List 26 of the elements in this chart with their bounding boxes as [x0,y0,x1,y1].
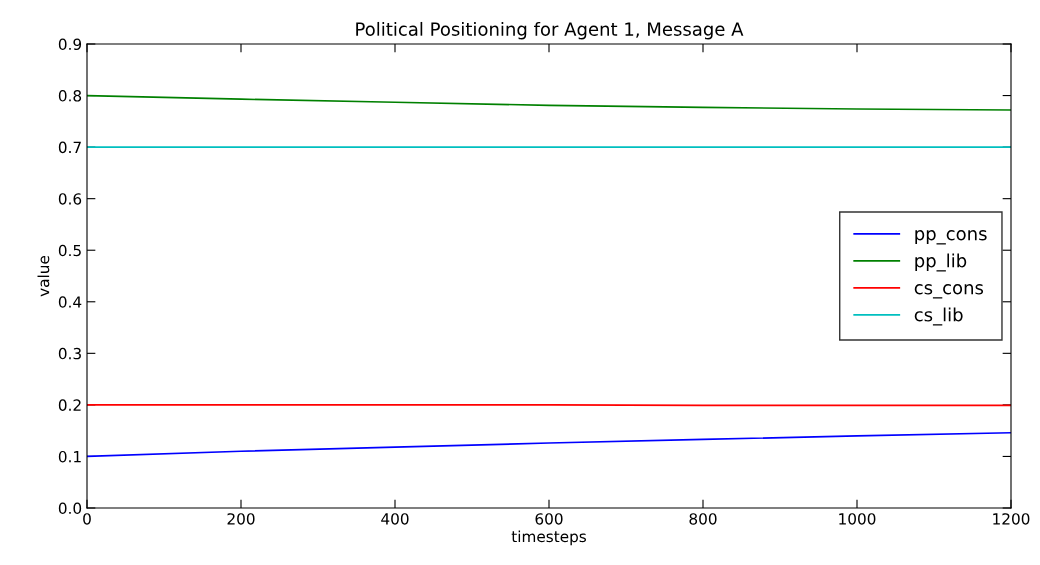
y-tick-label: 0.3 [58,347,81,360]
y-tick-label: 0.0 [58,502,82,515]
chart-title: Political Positioning for Agent 1, Message A [356,21,744,40]
x-tick-label: 600 [535,513,563,525]
x-tick-label: 0 [83,513,91,525]
x-tick-label: 1000 [839,513,876,525]
legend-label: cs_lib [914,307,963,326]
y-tick-label: 0.1 [58,450,81,463]
y-axis-title: value [37,255,50,297]
x-tick-label: 800 [689,513,717,525]
line-series [87,94,1011,111]
y-tick-label: 0.6 [58,193,82,205]
legend-label: cs_cons [914,284,984,299]
y-tick-label: 0.5 [58,244,81,257]
x-tick-label: 1200 [993,513,1030,525]
line-series [87,431,1011,458]
x-axis-title: timesteps [511,530,587,546]
y-tick-label: 0.8 [58,90,82,102]
y-tick-label: 0.9 [58,38,82,51]
y-tick-label: 0.2 [58,399,81,411]
legend-label: pp_lib [915,253,967,272]
x-tick-label: 200 [227,513,255,525]
x-tick-label: 400 [381,513,409,525]
legend-label: pp_cons [915,230,987,245]
y-tick-label: 0.4 [58,296,82,308]
y-tick-label: 0.7 [58,141,81,154]
